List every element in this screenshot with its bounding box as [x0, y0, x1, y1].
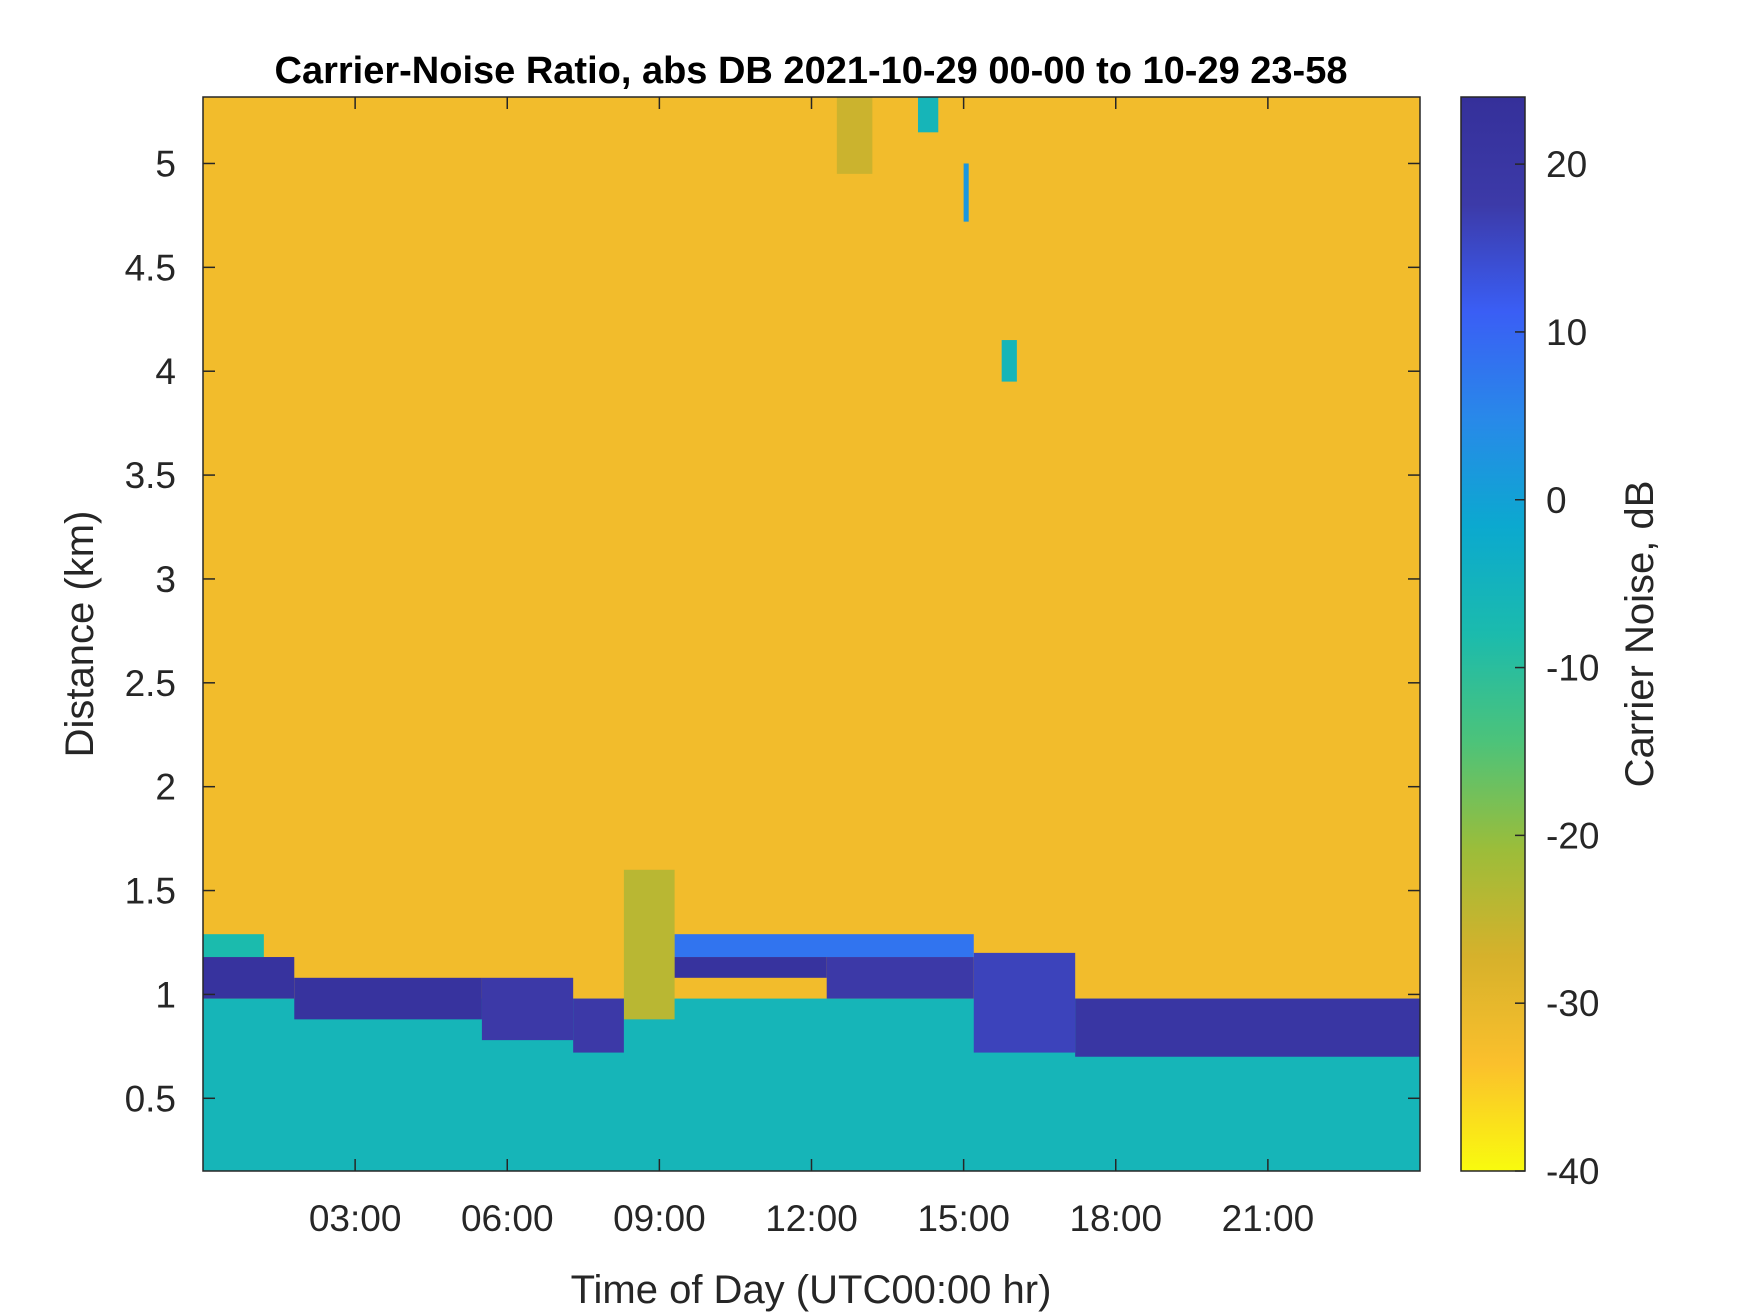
- heatmap-cell: [674, 934, 974, 958]
- y-axis-ticks: 0.5 1 1.5 2 2.5 3 3.5 4 4.5 5: [125, 143, 1420, 1119]
- heatmap-cell: [826, 957, 974, 999]
- y-tick-label: 3.5: [125, 455, 176, 496]
- x-tick-label: 21:00: [1222, 1198, 1315, 1239]
- heatmap-cell: [1075, 998, 1420, 1057]
- heatmap-cell: [973, 952, 1076, 1053]
- colorbar-ticks: 20 10 0 -10 -20 -30 -40: [1515, 144, 1599, 1192]
- y-tick-label: 3: [155, 559, 176, 600]
- colorbar-tick-label: 20: [1546, 144, 1587, 185]
- heatmap-cell: [203, 957, 295, 999]
- y-tick-label: 2.5: [125, 663, 176, 704]
- y-tick-label: 2: [155, 767, 176, 808]
- heatmap-feature: [836, 97, 873, 174]
- x-tick-label: 12:00: [765, 1198, 858, 1239]
- colorbar-tick-label: 0: [1546, 480, 1567, 521]
- heatmap-cell: [623, 869, 675, 1020]
- heatmap-cell: [203, 934, 264, 958]
- heatmap-feature: [1001, 340, 1017, 382]
- x-tick-label: 15:00: [917, 1198, 1010, 1239]
- heatmap-cell: [294, 977, 482, 1020]
- heatmap-cell: [674, 957, 827, 978]
- heatmap-cell: [573, 998, 624, 1053]
- plot-area: [203, 97, 1420, 1171]
- colorbar-tick-label: 10: [1546, 312, 1587, 353]
- y-axis-label: Distance (km): [58, 511, 102, 758]
- colorbar: [1460, 96, 1526, 1172]
- x-tick-label: 09:00: [613, 1198, 706, 1239]
- heatmap-feature: [963, 163, 969, 222]
- colorbar-tick-label: -30: [1546, 983, 1599, 1024]
- x-tick-label: 18:00: [1069, 1198, 1162, 1239]
- colorbar-label: Carrier Noise, dB: [1618, 481, 1662, 788]
- x-tick-label: 06:00: [461, 1198, 554, 1239]
- y-tick-label: 4: [155, 351, 176, 392]
- x-tick-label: 03:00: [309, 1198, 402, 1239]
- y-tick-label: 4.5: [125, 247, 176, 288]
- heatmap-feature: [917, 97, 939, 133]
- colorbar-tick-label: -10: [1546, 648, 1599, 689]
- y-tick-label: 0.5: [125, 1078, 176, 1119]
- colorbar-tick-label: -20: [1546, 815, 1599, 856]
- y-tick-label: 5: [155, 143, 176, 184]
- y-tick-label: 1: [155, 974, 176, 1015]
- heatmap-cells: [203, 97, 1420, 1171]
- heatmap-cell: [481, 977, 574, 1041]
- y-tick-label: 1.5: [125, 871, 176, 912]
- x-axis-label: Time of Day (UTC00:00 hr): [571, 1268, 1052, 1312]
- x-axis-ticks: 03:00 06:00 09:00 12:00 15:00 18:00 21:00: [309, 97, 1314, 1239]
- chart-title: Carrier-Noise Ratio, abs DB 2021-10-29 0…: [275, 50, 1348, 92]
- colorbar-tick-label: -40: [1546, 1151, 1599, 1192]
